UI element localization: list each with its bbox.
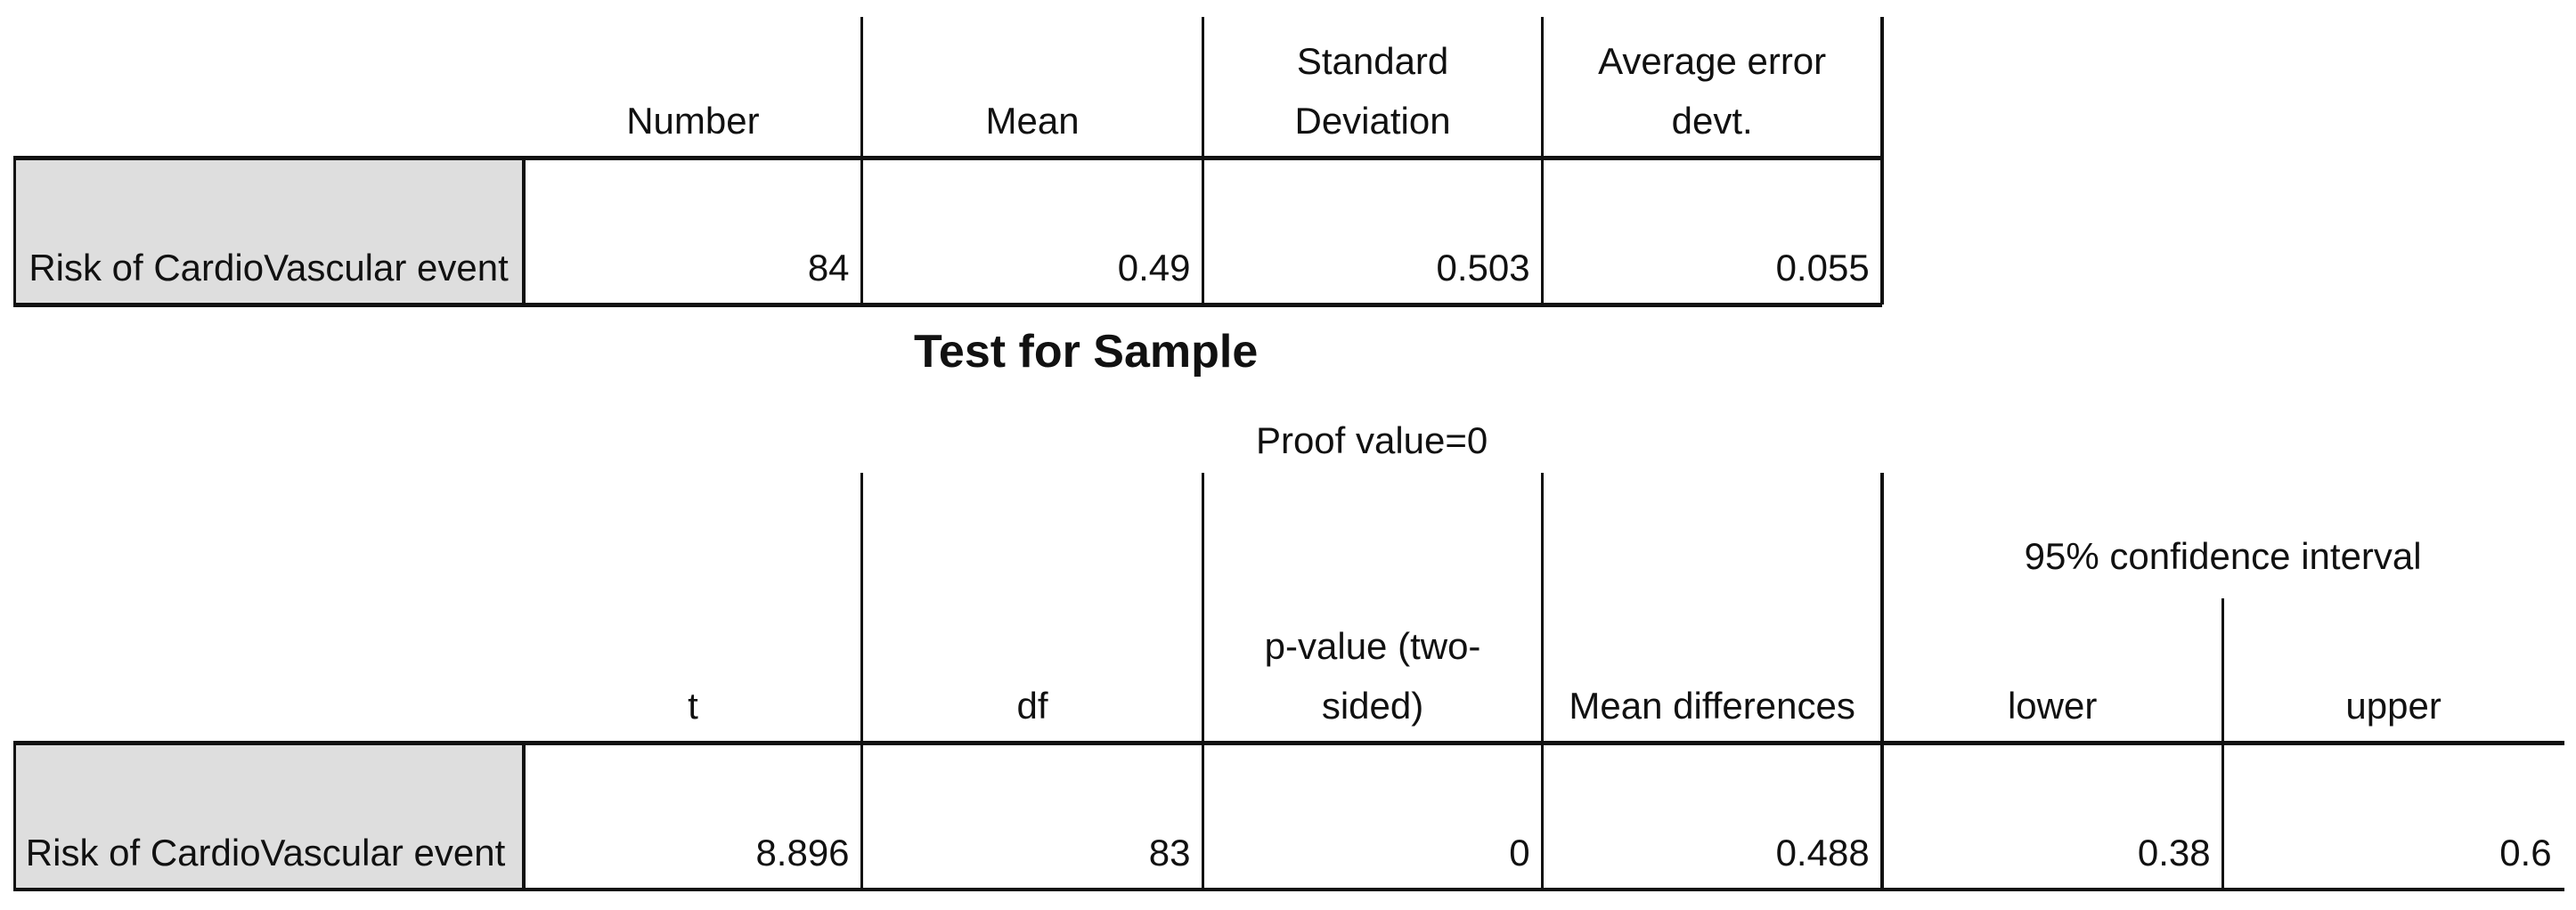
rule <box>12 887 2564 892</box>
column-header: Number <box>626 100 760 142</box>
rule <box>860 16 864 305</box>
rule <box>1201 16 1205 305</box>
value-cell: 0.6 <box>2499 831 2552 873</box>
value-cell: 0.503 <box>1436 247 1530 289</box>
rule <box>860 472 864 890</box>
group-header: Proof value=0 <box>1255 419 1488 462</box>
rule <box>522 743 526 890</box>
value-cell: 0 <box>1509 831 1530 873</box>
row-label: Risk of CardioVascular event <box>12 743 525 890</box>
column-header: df <box>1016 685 1048 727</box>
column-header: lower <box>2007 685 2098 727</box>
rule <box>12 158 17 305</box>
section-title: Test for Sample <box>914 326 1259 378</box>
rule <box>1540 16 1545 305</box>
column-header: Standard Deviation <box>1294 40 1451 142</box>
value-cell: 0.488 <box>1775 831 1870 873</box>
value-cell: 8.896 <box>755 831 850 873</box>
row-label: Risk of CardioVascular event <box>12 158 525 305</box>
column-header: Average error devt. <box>1598 40 1827 142</box>
rule <box>1879 472 1884 890</box>
column-header: p-value (two-sided) <box>1264 624 1481 727</box>
rule <box>12 740 2564 746</box>
column-header: Mean <box>985 100 1080 142</box>
column-header: t <box>688 685 698 727</box>
rule <box>1201 472 1205 890</box>
value-cell: 0.38 <box>2137 831 2211 873</box>
value-cell: 0.49 <box>1117 247 1191 289</box>
value-cell: 83 <box>1148 831 1191 873</box>
rule <box>12 155 1882 161</box>
rule <box>1540 472 1545 890</box>
rule <box>12 302 1882 307</box>
rule <box>1879 16 1884 305</box>
value-cell: 0.055 <box>1775 247 1870 289</box>
rule <box>522 158 526 305</box>
column-header: upper <box>2345 685 2441 727</box>
rule <box>12 743 17 890</box>
value-cell: 84 <box>807 247 850 289</box>
column-header: Mean differences <box>1569 685 1855 727</box>
group-header: 95% confidence interval <box>2024 534 2422 577</box>
